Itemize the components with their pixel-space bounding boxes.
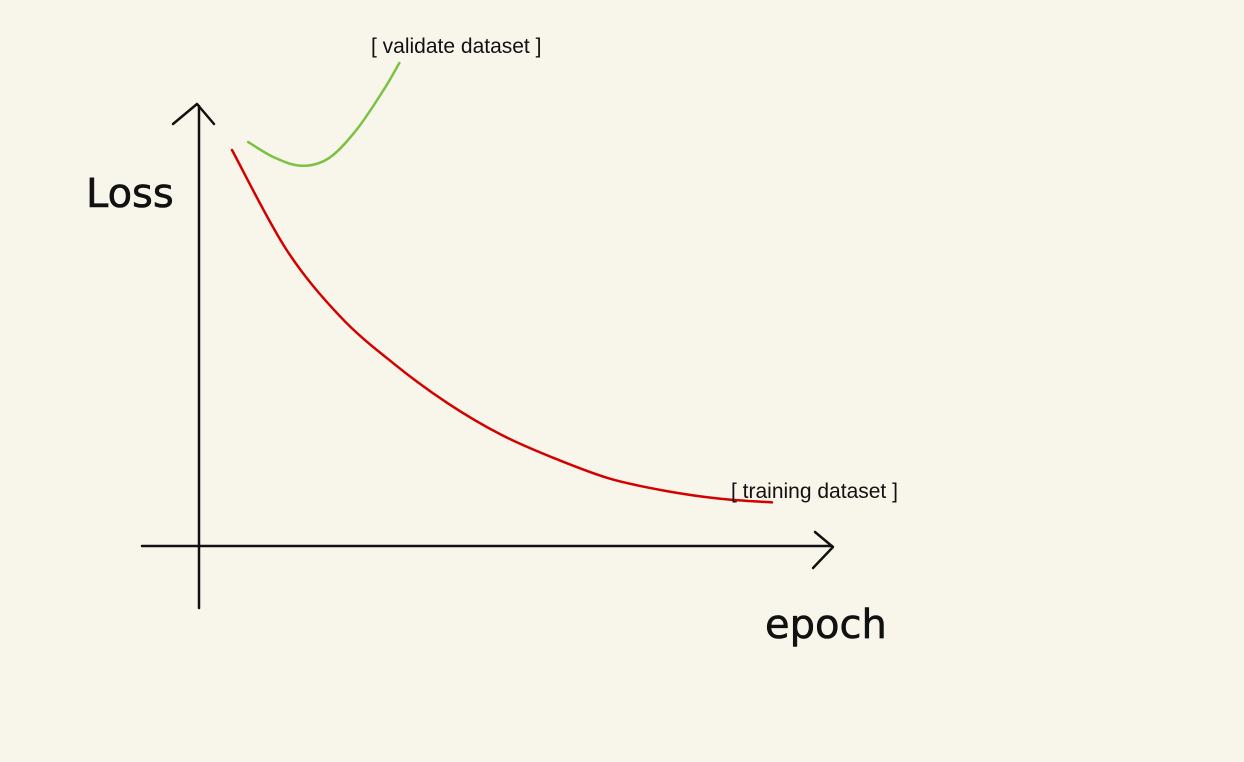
y-axis-arrowhead xyxy=(171,102,216,126)
series-line-training xyxy=(230,148,774,504)
x-axis-arrowhead xyxy=(811,530,835,570)
y-axis-label: Loss xyxy=(86,171,174,217)
axes xyxy=(140,102,835,610)
series-label-training: [ training dataset ] xyxy=(731,480,898,503)
series-line-validate xyxy=(246,61,401,168)
series-label-validate: [ validate dataset ] xyxy=(371,35,541,58)
x-axis-label: epoch xyxy=(765,602,887,648)
